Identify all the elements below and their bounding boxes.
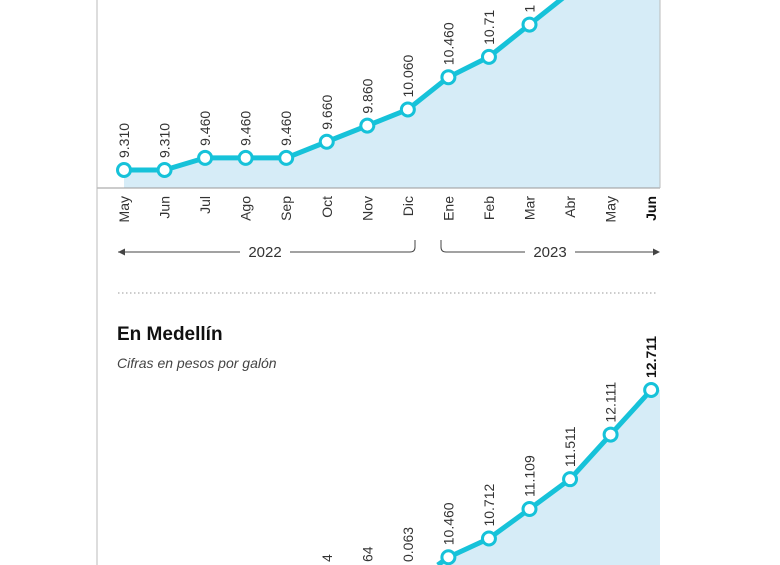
data-label: 9.460 — [278, 111, 294, 146]
x-tick-label: Jun — [157, 196, 173, 219]
data-point — [521, 16, 538, 33]
top-chart: 9.310 9.310 9.460 9.460 9.460 9.660 9.860 10.06… — [97, 0, 660, 261]
bottom-chart: 4 64 0.063 10.460 10.712 11.109 11.511 12.111 12… — [319, 336, 660, 565]
chart-title: En Medellín — [117, 324, 223, 345]
data-point — [480, 530, 497, 547]
data-point — [156, 162, 173, 178]
x-tick-label: Abr — [562, 196, 578, 218]
data-label: 11.109 — [522, 455, 538, 497]
data-point — [116, 162, 132, 178]
year-bracket-2022 — [118, 240, 416, 253]
x-tick-label: Oct — [319, 196, 335, 218]
data-label: 9.660 — [319, 95, 335, 130]
area-fill — [437, 390, 660, 565]
data-point — [521, 501, 538, 518]
x-tick-label: Mar — [522, 196, 538, 220]
data-label: 9.310 — [157, 123, 173, 158]
x-tick-label: Nov — [359, 196, 375, 221]
data-point — [643, 382, 660, 398]
x-tick-label: Ago — [238, 196, 254, 221]
data-point — [359, 117, 376, 134]
data-point — [602, 426, 619, 443]
data-label: 10.460 — [440, 22, 456, 65]
data-point — [197, 149, 214, 166]
x-tick-label: May — [116, 196, 132, 222]
data-point — [237, 149, 254, 166]
data-point — [480, 48, 497, 65]
year-label: 2023 — [533, 244, 566, 261]
data-label: 10.060 — [400, 54, 416, 97]
data-label: 10.712 — [481, 483, 497, 526]
arrow-left-icon — [118, 248, 125, 256]
arrow-right-icon — [653, 248, 660, 256]
data-point — [562, 471, 579, 488]
x-tick-label: Sep — [278, 196, 294, 221]
year-label: 2022 — [248, 244, 281, 261]
x-tick-label: Ene — [440, 196, 456, 221]
chart-subtitle: Cifras en pesos por galón — [117, 355, 277, 371]
x-tick-label: Jun — [643, 196, 659, 221]
data-label: 12.111 — [603, 382, 619, 423]
x-tick-label: Feb — [481, 196, 497, 220]
data-label: 9.460 — [197, 111, 213, 146]
area-fill — [124, 0, 660, 188]
data-label: 10.71 — [481, 10, 497, 45]
data-label: 9.460 — [238, 111, 254, 146]
x-tick-label: Jul — [197, 196, 213, 214]
x-tick-label: May — [603, 196, 619, 222]
year-bracket-2023 — [440, 240, 658, 253]
data-label: 9.860 — [359, 78, 375, 113]
data-point — [278, 149, 295, 166]
data-label: 64 — [359, 546, 375, 562]
data-label: 12.711 — [643, 336, 659, 378]
data-point — [399, 101, 416, 118]
data-point — [440, 69, 457, 86]
data-point — [318, 133, 335, 150]
data-label: 9.310 — [116, 123, 132, 158]
data-label: 0.063 — [400, 527, 416, 562]
x-tick-label: Dic — [400, 196, 416, 216]
data-label: 10.460 — [440, 502, 456, 545]
data-label: 11.511 — [562, 426, 578, 467]
data-label: 1 — [522, 5, 538, 13]
data-label: 4 — [319, 554, 335, 562]
data-point — [440, 549, 457, 565]
